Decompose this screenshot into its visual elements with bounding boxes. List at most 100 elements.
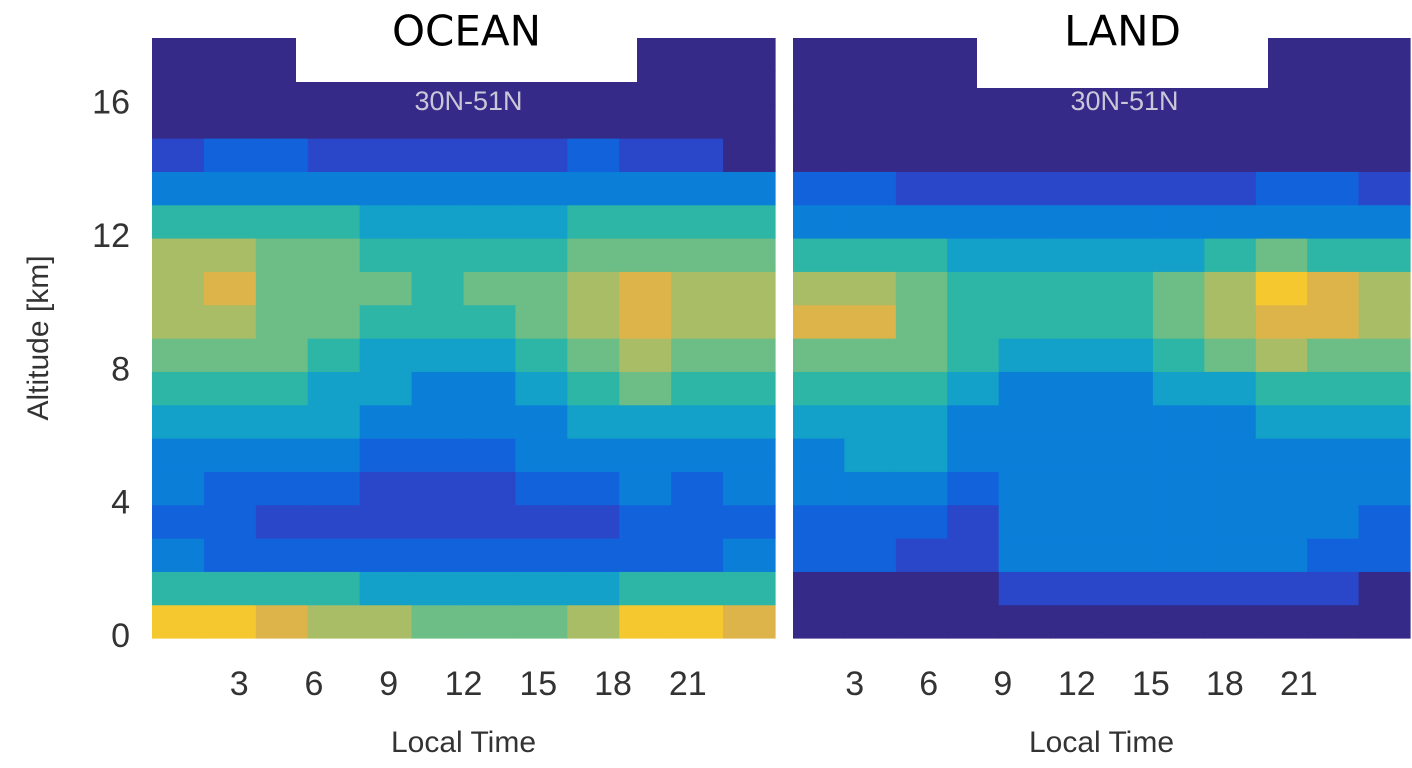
heatmap-cell — [844, 171, 897, 206]
heatmap-cell — [1101, 104, 1154, 139]
heatmap-cell — [1050, 171, 1103, 206]
heatmap-cell — [1307, 171, 1360, 206]
heatmap-cell — [359, 171, 413, 206]
heatmap-cell — [152, 304, 205, 339]
heatmap-cell — [895, 504, 948, 539]
x-tick-label: 15 — [1132, 665, 1170, 703]
heatmap-cell — [307, 271, 361, 306]
heatmap-cell — [515, 538, 568, 572]
heatmap-cell — [567, 271, 620, 306]
heatmap-cell — [619, 238, 672, 272]
heatmap-cell — [793, 138, 846, 172]
heatmap-cell — [844, 604, 897, 639]
heatmap-cell — [619, 438, 672, 472]
heatmap-cell — [515, 171, 568, 206]
heatmap-cell — [1152, 104, 1205, 139]
heatmap-cell — [895, 604, 948, 639]
heatmap-cell — [1255, 438, 1308, 472]
heatmap-cell — [1152, 204, 1205, 239]
heatmap-cell — [1101, 471, 1154, 506]
heatmap-cell — [671, 404, 724, 439]
heatmap-cell — [1307, 38, 1360, 72]
heatmap-cell — [947, 371, 1000, 406]
heatmap-cell — [895, 38, 948, 72]
heatmap-cell — [1050, 138, 1103, 172]
heatmap-cell — [1204, 304, 1257, 339]
heatmap-cell — [152, 571, 205, 606]
heatmap-cell — [1255, 204, 1308, 239]
heatmap-cell — [947, 404, 1000, 439]
heatmap-cell — [203, 471, 257, 506]
heatmap-cell — [723, 171, 776, 206]
heatmap-cell — [844, 271, 897, 306]
heatmap-cell — [203, 338, 257, 372]
heatmap-cell — [463, 204, 517, 239]
heatmap-cell — [255, 371, 309, 406]
heatmap-cell — [844, 204, 897, 239]
heatmap-cell — [793, 271, 846, 306]
heatmap-cell — [1204, 338, 1257, 372]
heatmap-cell — [463, 238, 517, 272]
heatmap-cell — [1101, 438, 1154, 472]
heatmap-cell — [671, 504, 724, 539]
heatmap-cell — [1307, 104, 1360, 139]
heatmap-cell — [359, 371, 413, 406]
heatmap-cell — [1358, 204, 1411, 239]
heatmap-cell — [723, 538, 776, 572]
heatmap-cell — [1152, 171, 1205, 206]
heatmap-cell — [1152, 504, 1205, 539]
heatmap-cell — [947, 438, 1000, 472]
heatmap-cell — [203, 38, 257, 72]
heatmap-cell — [947, 204, 1000, 239]
heatmap-cell — [1204, 238, 1257, 272]
x-tick-label: 21 — [669, 665, 707, 703]
heatmap-cell — [895, 138, 948, 172]
heatmap-cell — [1152, 238, 1205, 272]
heatmap-cell — [411, 204, 465, 239]
heatmap-cell — [463, 271, 517, 306]
heatmap-cell — [1307, 504, 1360, 539]
heatmap-cell — [1255, 271, 1308, 306]
heatmap-cell — [255, 138, 309, 172]
heatmap-cell — [567, 471, 620, 506]
heatmap-cell — [1152, 471, 1205, 506]
heatmap-cell — [203, 104, 257, 139]
heatmap-cell — [1101, 371, 1154, 406]
heatmap-cell — [998, 571, 1051, 606]
heatmap-cell — [793, 471, 846, 506]
heatmap-cell — [671, 138, 724, 172]
heatmap-cell — [1152, 404, 1205, 439]
heatmap-cell — [567, 204, 620, 239]
heatmap-cell — [895, 71, 948, 106]
heatmap-cell — [793, 604, 846, 639]
heatmap-cell — [1152, 304, 1205, 339]
heatmap-cell — [1152, 438, 1205, 472]
heatmap-cell — [619, 271, 672, 306]
heatmap-cell — [1050, 571, 1103, 606]
heatmap-cell — [515, 471, 568, 506]
heatmap-cell — [152, 138, 205, 172]
heatmap-cell — [515, 404, 568, 439]
heatmap-cell — [1050, 404, 1103, 439]
heatmap-cell — [463, 404, 517, 439]
x-tick-label: 18 — [594, 665, 632, 703]
heatmap-cell — [1307, 204, 1360, 239]
heatmap-cell — [895, 538, 948, 572]
heatmap-cell — [411, 304, 465, 339]
heatmap-cell — [1050, 438, 1103, 472]
heatmap-cell — [515, 238, 568, 272]
heatmap-cell — [1358, 371, 1411, 406]
heatmap-cell — [1255, 504, 1308, 539]
heatmap-cell — [723, 71, 776, 106]
x-tick-label: 12 — [445, 665, 483, 703]
heatmap-cell — [998, 604, 1051, 639]
heatmap-cell — [671, 71, 724, 106]
heatmap-cell — [515, 338, 568, 372]
heatmap-cell — [998, 438, 1051, 472]
heatmap-cell — [1050, 304, 1103, 339]
heatmap-cell — [619, 138, 672, 172]
heatmap-cell — [895, 404, 948, 439]
x-tick-label: 6 — [305, 665, 324, 703]
heatmap-cell — [463, 438, 517, 472]
x-tick-label: 15 — [519, 665, 557, 703]
